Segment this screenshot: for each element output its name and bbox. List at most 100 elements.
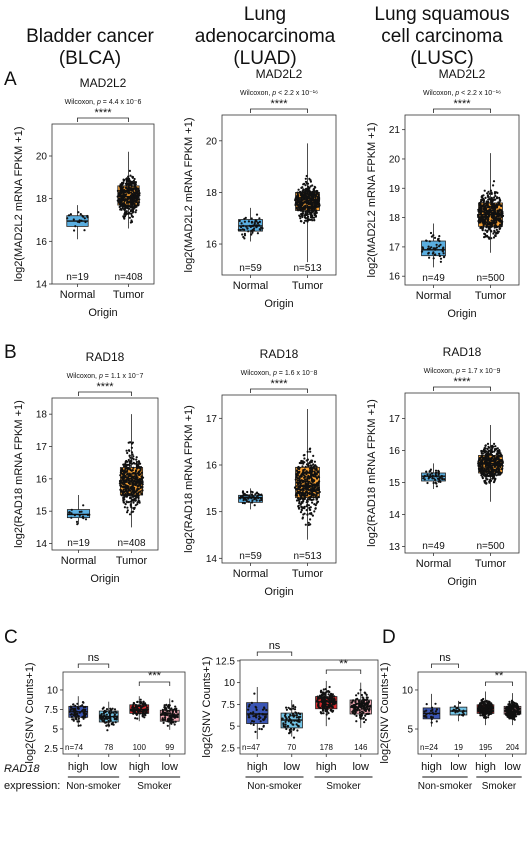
data-point bbox=[312, 194, 315, 197]
data-point bbox=[511, 706, 514, 709]
data-point bbox=[132, 480, 135, 483]
data-point bbox=[125, 470, 128, 473]
data-point bbox=[305, 182, 308, 185]
data-point bbox=[306, 189, 309, 192]
data-point bbox=[171, 709, 174, 713]
data-point bbox=[439, 260, 442, 263]
x-tick-label-tumor: Tumor bbox=[116, 555, 148, 567]
data-point bbox=[303, 507, 306, 510]
data-point bbox=[430, 235, 433, 238]
data-point bbox=[310, 201, 313, 204]
data-point bbox=[358, 711, 362, 714]
data-point bbox=[306, 479, 309, 482]
data-point bbox=[308, 462, 311, 465]
header-lusc: Lung squamous cell carcinoma (LUSC) bbox=[356, 4, 528, 70]
data-point bbox=[493, 215, 496, 218]
data-point bbox=[126, 200, 129, 203]
data-point bbox=[494, 194, 497, 197]
data-point bbox=[365, 693, 368, 697]
data-point bbox=[306, 499, 309, 502]
data-point bbox=[365, 696, 368, 699]
data-point bbox=[261, 227, 264, 230]
data-point bbox=[258, 217, 261, 220]
data-point bbox=[314, 464, 317, 467]
data-point bbox=[68, 710, 71, 713]
data-point bbox=[287, 715, 291, 719]
data-point bbox=[136, 463, 139, 466]
data-point bbox=[114, 721, 117, 724]
data-point bbox=[255, 708, 258, 712]
data-point bbox=[320, 700, 323, 703]
data-point bbox=[310, 477, 313, 480]
n-label: n=49 bbox=[422, 273, 445, 284]
group-label-smoker: Smoker bbox=[137, 781, 172, 792]
data-point bbox=[303, 216, 306, 219]
y-axis-label: log2(SNV Counts+1) bbox=[201, 656, 213, 757]
data-point bbox=[248, 224, 251, 227]
y-tick-label: 18 bbox=[36, 410, 48, 421]
data-point bbox=[131, 193, 134, 196]
data-point bbox=[315, 498, 318, 501]
data-point bbox=[486, 218, 489, 222]
data-point bbox=[124, 503, 127, 506]
n-label: 178 bbox=[320, 743, 334, 752]
data-point bbox=[491, 198, 494, 201]
n-label: n=500 bbox=[476, 273, 505, 284]
data-point bbox=[138, 479, 141, 482]
data-point bbox=[304, 184, 307, 187]
data-point bbox=[302, 208, 305, 211]
data-point bbox=[494, 464, 497, 467]
data-point bbox=[133, 177, 136, 181]
y-tick-label: 15 bbox=[389, 478, 401, 489]
data-point bbox=[317, 196, 320, 199]
data-point bbox=[263, 718, 266, 721]
data-point bbox=[291, 723, 294, 726]
data-point bbox=[264, 713, 268, 716]
data-point bbox=[133, 183, 136, 186]
data-point bbox=[493, 213, 497, 216]
data-point bbox=[484, 229, 487, 232]
data-point bbox=[439, 243, 442, 246]
header-lusc-line3: (LUSC) bbox=[410, 48, 474, 69]
y-tick-label: 14 bbox=[389, 510, 401, 521]
data-point bbox=[329, 695, 332, 699]
data-point bbox=[441, 250, 444, 253]
data-point bbox=[431, 252, 434, 255]
data-point bbox=[289, 713, 292, 717]
y-tick-label: 21 bbox=[389, 125, 401, 136]
data-point bbox=[307, 504, 311, 507]
data-point bbox=[116, 715, 119, 718]
data-point bbox=[309, 488, 313, 491]
data-point bbox=[489, 229, 492, 232]
data-point bbox=[243, 494, 246, 497]
data-point bbox=[124, 190, 127, 193]
data-point bbox=[360, 707, 363, 710]
data-point bbox=[134, 193, 137, 196]
data-point bbox=[484, 206, 487, 209]
data-point bbox=[492, 184, 495, 187]
data-point bbox=[311, 485, 314, 489]
data-point bbox=[481, 452, 484, 455]
stat-label: Wilcoxon, p = 1.6 x 10⁻8 bbox=[241, 370, 318, 377]
chart-title: MAD2L2 bbox=[439, 67, 486, 81]
data-point bbox=[311, 483, 314, 486]
data-point bbox=[116, 189, 119, 192]
chart-B2: 14 15 16 17 n=59 n=513 log2(RAD18 mRNA FPKM +1… bbox=[183, 347, 337, 598]
data-point bbox=[478, 707, 481, 710]
data-point bbox=[486, 457, 489, 460]
data-point bbox=[130, 488, 133, 491]
data-point bbox=[145, 704, 148, 707]
data-point bbox=[317, 701, 320, 704]
data-point bbox=[295, 714, 298, 717]
data-point bbox=[118, 185, 121, 188]
data-point bbox=[315, 494, 318, 497]
data-point bbox=[478, 703, 481, 706]
data-point bbox=[438, 254, 441, 258]
data-point bbox=[133, 475, 136, 478]
data-point bbox=[428, 240, 431, 243]
data-point bbox=[331, 694, 334, 697]
data-point bbox=[499, 218, 502, 221]
data-point bbox=[433, 236, 437, 239]
data-point bbox=[119, 208, 122, 211]
